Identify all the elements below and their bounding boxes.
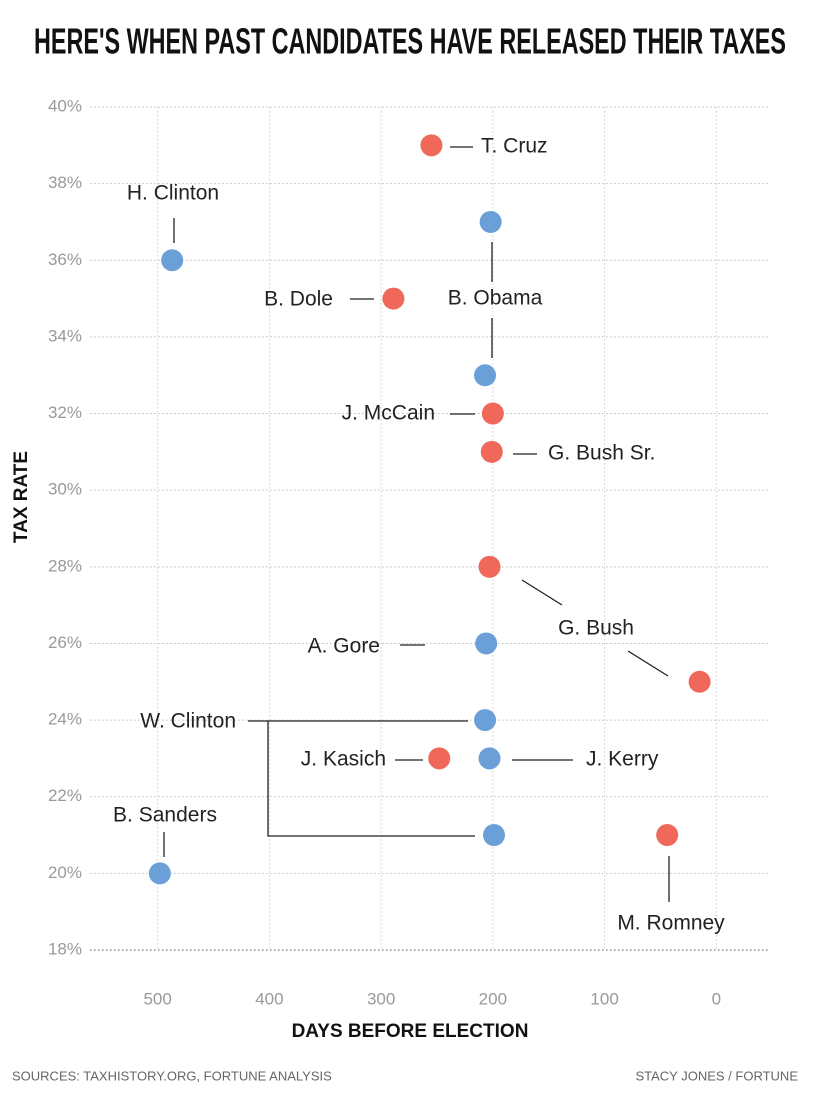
- point-label: J. McCain: [342, 402, 435, 425]
- point: [688, 670, 711, 693]
- source: SOURCES: TAXHISTORY.ORG, FORTUNE ANALYSI…: [12, 1068, 332, 1083]
- point: [479, 210, 502, 233]
- point-label: J. Kasich: [301, 748, 386, 771]
- x-tick-label: 300: [367, 989, 395, 1008]
- point-label: J. Kerry: [586, 748, 659, 771]
- point: [478, 747, 501, 770]
- point: [482, 824, 505, 847]
- x-tick-label: 400: [255, 989, 283, 1008]
- point-label: G. Bush Sr.: [548, 442, 655, 465]
- point: [475, 632, 498, 655]
- point-label: T. Cruz: [481, 135, 548, 158]
- point: [420, 134, 443, 157]
- point-label: W. Clinton: [140, 710, 236, 733]
- point-label: A. Gore: [308, 635, 380, 658]
- point: [161, 249, 184, 272]
- x-tick-label: 100: [590, 989, 618, 1008]
- y-tick-label: 28%: [48, 556, 82, 575]
- y-tick-label: 40%: [48, 96, 82, 115]
- y-tick-label: 22%: [48, 786, 82, 805]
- point-label: B. Obama: [448, 287, 543, 310]
- y-tick-label: 34%: [48, 326, 82, 345]
- y-tick-label: 32%: [48, 403, 82, 422]
- point-label: M. Romney: [617, 912, 725, 935]
- y-tick-label: 24%: [48, 710, 82, 729]
- x-tick-label: 200: [479, 989, 507, 1008]
- point: [148, 862, 171, 885]
- leader-line: [521, 579, 563, 606]
- y-axis-label: TAX RATE: [11, 451, 32, 543]
- y-tick-label: 18%: [48, 939, 82, 958]
- y-tick-label: 20%: [48, 863, 82, 882]
- point: [480, 440, 503, 463]
- point: [428, 747, 451, 770]
- point: [656, 824, 679, 847]
- point: [382, 287, 405, 310]
- credit: STACY JONES / FORTUNE: [635, 1068, 798, 1083]
- point: [474, 709, 497, 732]
- point: [481, 402, 504, 425]
- y-tick-label: 38%: [48, 173, 82, 192]
- chart-title: HERE'S WHEN PAST CANDIDATES HAVE RELEASE…: [34, 21, 786, 62]
- point-label: G. Bush: [558, 617, 634, 640]
- y-tick-label: 36%: [48, 250, 82, 269]
- point: [474, 364, 497, 387]
- y-tick-label: 26%: [48, 633, 82, 652]
- point: [478, 555, 501, 578]
- point-label: B. Sanders: [113, 804, 217, 827]
- x-tick-label: 500: [143, 989, 171, 1008]
- leader-line: [627, 650, 669, 677]
- point-label: H. Clinton: [127, 182, 219, 205]
- x-axis-label: DAYS BEFORE ELECTION: [292, 1021, 529, 1042]
- point-label: B. Dole: [264, 288, 333, 311]
- y-tick-label: 30%: [48, 480, 82, 499]
- x-tick-label: 0: [712, 989, 721, 1008]
- leader-line: [267, 721, 475, 837]
